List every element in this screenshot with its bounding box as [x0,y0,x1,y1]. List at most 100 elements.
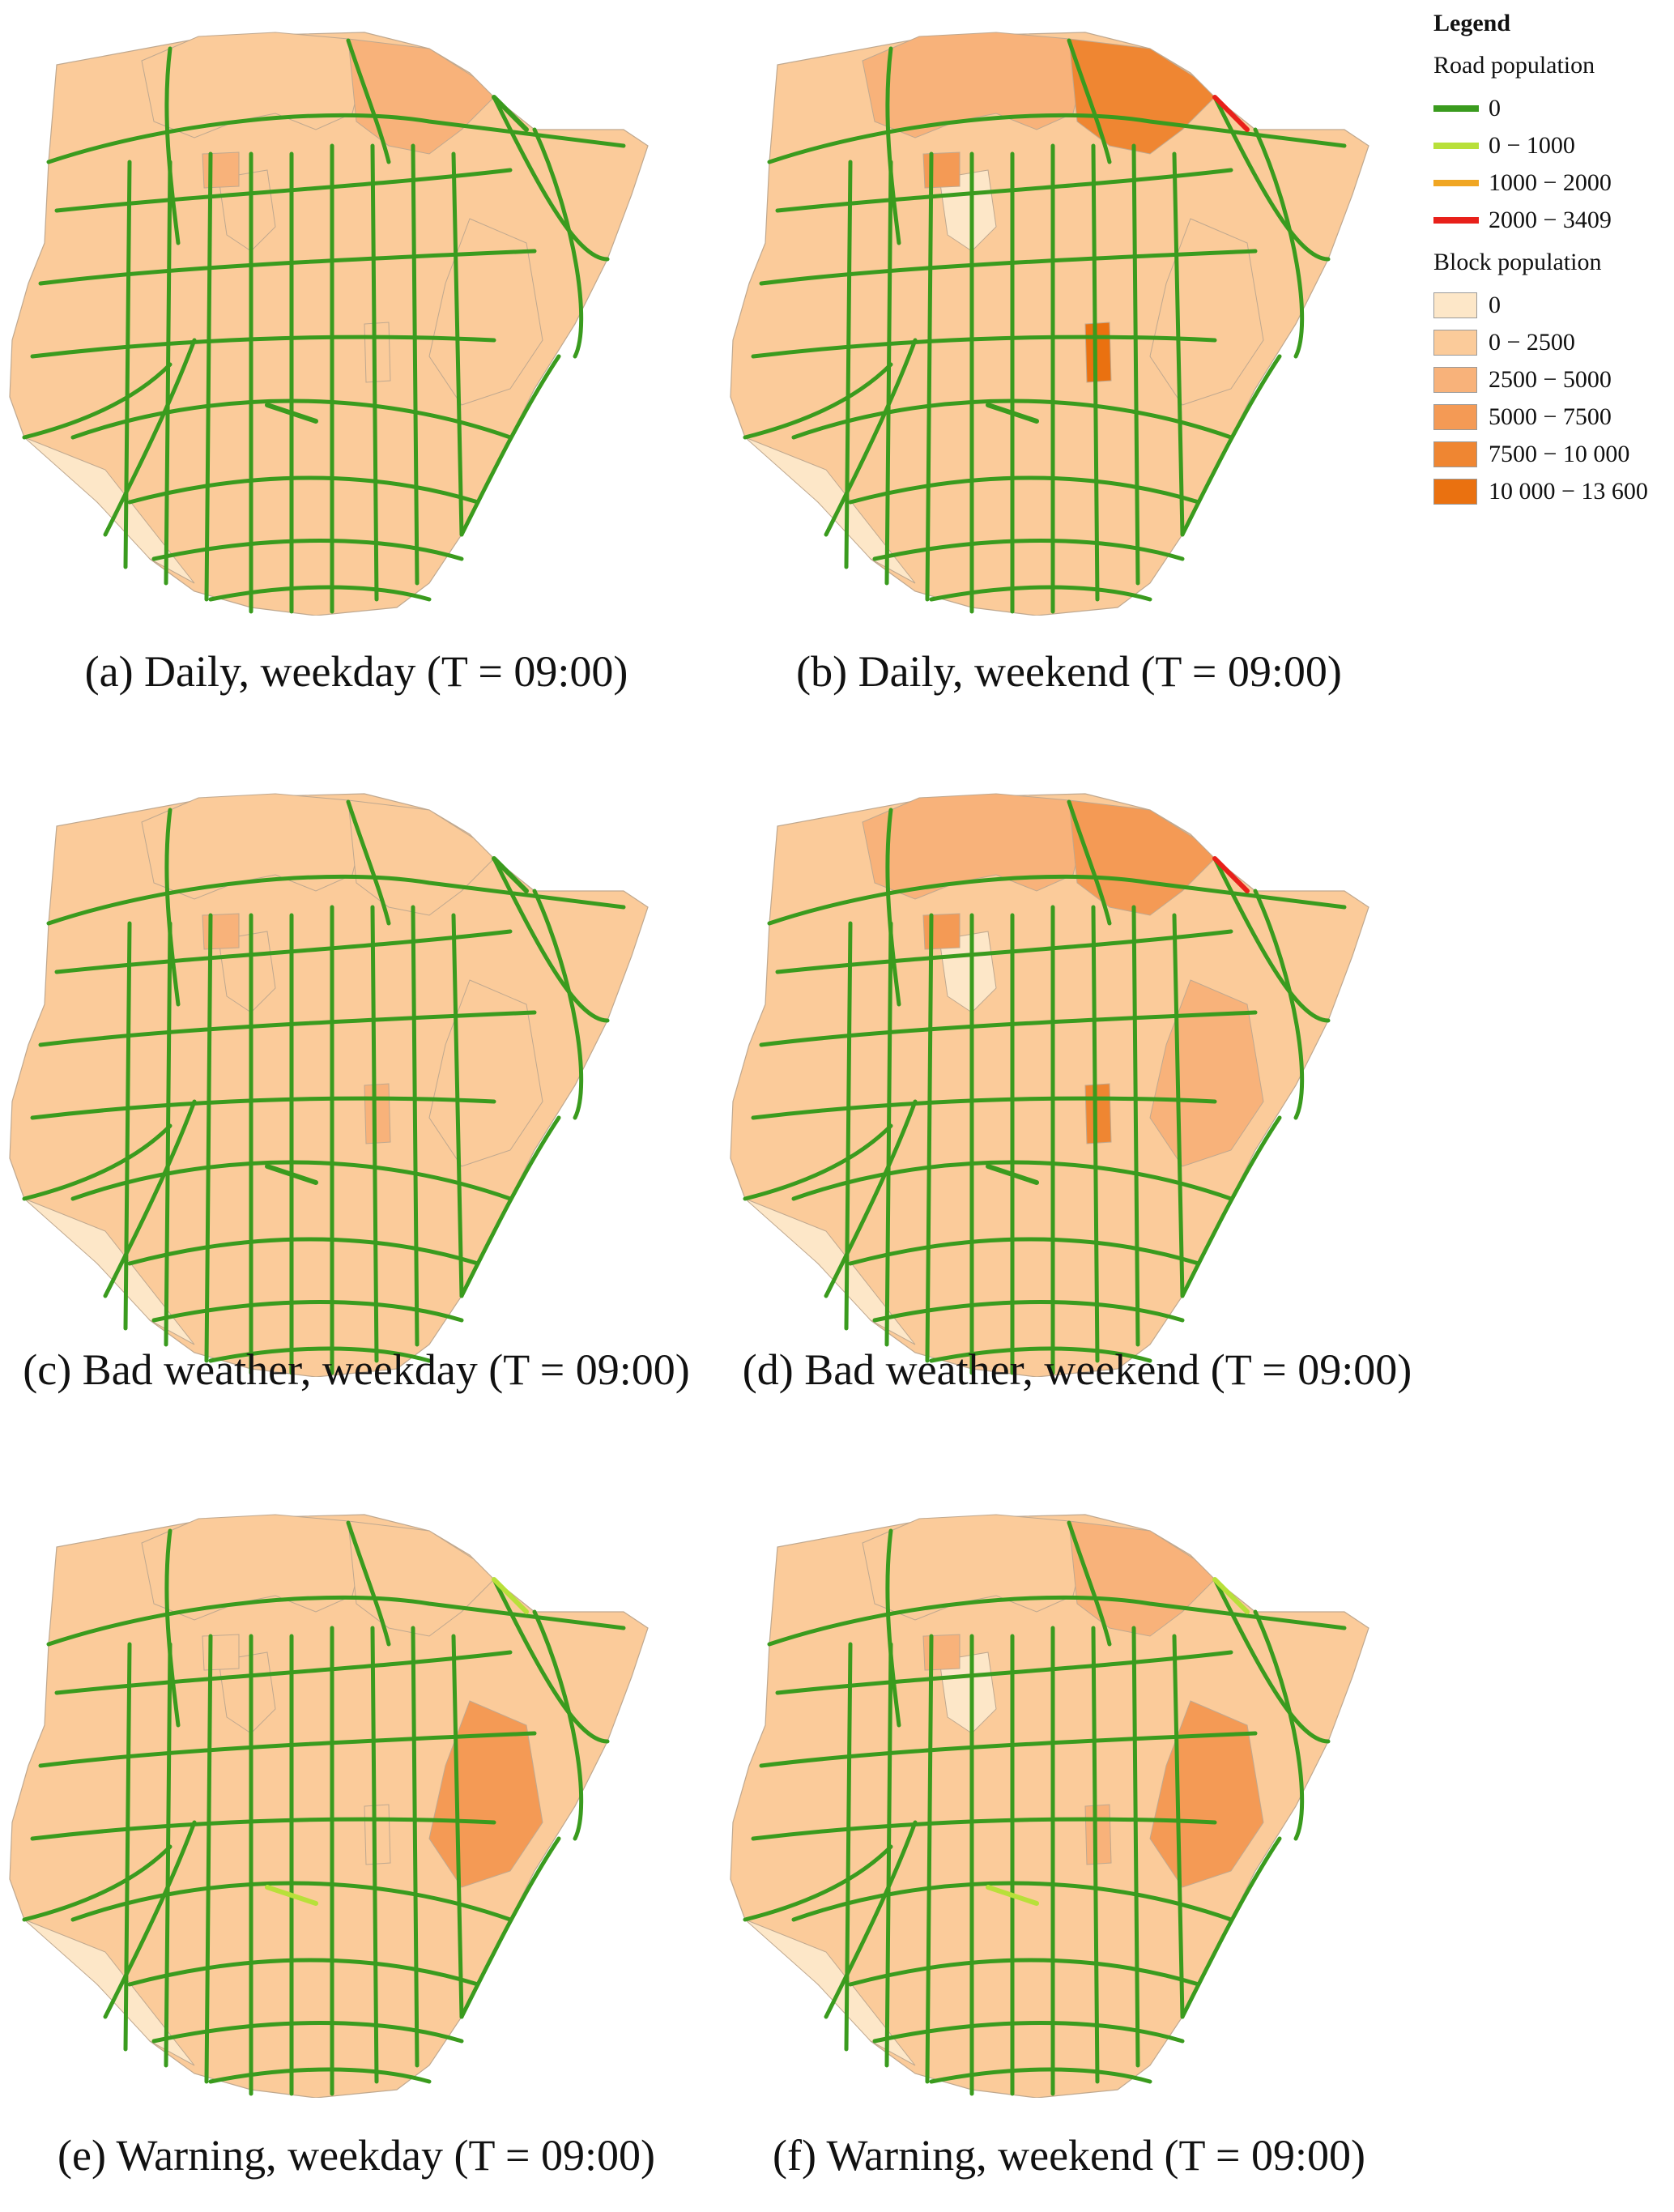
road-segment [103,1820,197,2019]
road-segment [123,160,132,569]
legend-block-label: 0 [1489,292,1501,318]
road-segment [1067,1520,1112,1647]
road-segment [411,143,420,586]
road-segment [1180,1115,1282,1298]
road-segment [929,585,1152,602]
road-segment [208,585,432,602]
block-north [141,793,365,900]
road-segment [127,1958,480,1987]
road-network [743,1520,1347,2096]
road-segment [492,1577,610,1744]
road-east-link [1212,1577,1250,1614]
road-segment [164,160,173,586]
map-panel-a [8,16,721,616]
road-segment [346,799,391,926]
legend-block-item: 2500 − 5000 [1433,361,1668,399]
road-segment [824,1099,918,1298]
road-south-link [265,1885,318,1906]
block-hotspot-north [922,913,961,950]
legend-block-label: 10 000 − 13 600 [1489,478,1648,505]
legend-block-list: 0 0 − 2500 2500 − 5000 5000 − 7500 7500 … [1433,287,1668,510]
road-segment [751,335,1217,359]
map-panel-d [729,778,1442,1377]
road-east-link [1212,95,1250,132]
legend-block-heading: Block population [1433,249,1602,275]
caption-f: (f) Warning, weekend (T = 09:00) [773,2131,1365,2180]
block-southwest-edge [23,1198,195,1345]
block-hotspot-south [364,322,391,383]
road-segment [532,889,584,1120]
road-segment [751,1817,1217,1841]
block-swatch [1433,441,1477,467]
legend-road-heading: Road population [1433,52,1595,79]
road-east-link [492,95,529,132]
road-segment [370,905,379,1363]
road-segment [492,856,610,1023]
legend-block-label: 2500 − 5000 [1489,366,1612,393]
road-network [743,38,1347,614]
caption-a: (a) Daily, weekday (T = 09:00) [84,647,628,696]
road-segment [451,151,464,537]
road-segment [204,151,213,602]
road-segment [346,1520,391,1647]
block-center [939,931,997,1013]
road-segment [885,1528,901,1728]
legend-block-item: 7500 − 10 000 [1433,436,1668,473]
block-hotspot-south [364,1083,391,1144]
block-north [141,32,365,139]
road-segment [1091,1626,1100,2084]
road-segment [1091,905,1100,1363]
road-segment [451,913,464,1298]
road-segment [844,921,853,1331]
road-segment [848,1237,1201,1266]
block-southwest-edge [23,1919,195,2066]
block-north [141,1514,365,1621]
road-south-link [265,403,318,424]
road-east-link [492,1577,529,1614]
road-segment [925,913,934,1363]
road-segment [1067,799,1112,926]
road-segment [1131,905,1140,1347]
road-segment [848,475,1201,505]
caption-b: (b) Daily, weekend (T = 09:00) [796,647,1342,696]
road-segment [127,475,480,505]
block-center [218,169,276,252]
road-swatch [1433,180,1479,186]
road-segment [532,127,584,359]
road-segment [346,38,391,164]
block-swatch [1433,479,1477,505]
block-hotspot-south [1084,1083,1112,1144]
road-segment [1172,913,1185,1298]
block-hotspot-south [1084,322,1112,383]
legend-title: Legend [1433,10,1511,36]
road-segment [459,354,561,537]
road-east-link [1212,856,1250,893]
road-segment [411,1626,420,2068]
block-hotspot-north [922,151,961,189]
road-segment [848,1958,1201,1987]
block-hotspot-north [202,151,240,189]
road-segment [451,1634,464,2019]
legend-block-item: 10 000 − 13 600 [1433,473,1668,510]
legend-block-item: 5000 − 7500 [1433,399,1668,436]
road-segment [872,1300,1185,1323]
road-segment [492,95,610,262]
legend-road-item: 0 [1433,90,1668,127]
block-hotspot-north [202,1634,240,1671]
legend-block-label: 0 − 2500 [1489,329,1575,356]
road-segment [743,362,893,440]
block-swatch [1433,330,1477,356]
road-segment [1172,1634,1185,2019]
road-segment [123,921,132,1331]
block-southwest-edge [744,1198,916,1345]
road-segment [22,1844,173,1922]
road-segment [884,160,893,586]
road-segment [1253,127,1305,359]
road-segment [532,1609,584,1841]
road-segment [459,1836,561,2019]
block-hotspot-south [364,1804,391,1865]
legend-block-label: 7500 − 10 000 [1489,441,1630,467]
road-segment [30,1096,496,1120]
legend: Legend Road population 0 0 − 1000 1000 −… [1433,11,1668,510]
road-segment [844,160,853,569]
